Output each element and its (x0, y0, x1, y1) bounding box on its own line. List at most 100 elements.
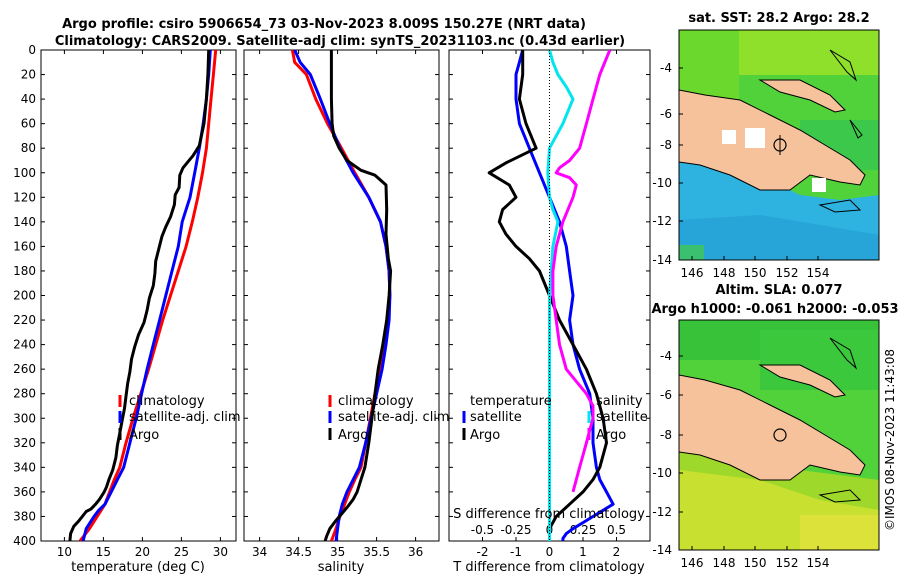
salinity-series-climatology (290, 50, 392, 541)
x-tick-label: 30 (213, 545, 228, 559)
legend-satellite-adj: satellite-adj. clim (338, 410, 450, 425)
watermark: ©IMOS 08-Nov-2023 11:43:08 (883, 349, 897, 531)
x-tick-label: 35.5 (363, 545, 390, 559)
y-tick-label: 160 (13, 239, 36, 253)
difference-series-t-satellite (514, 50, 615, 541)
y-tick-label: 40 (21, 92, 36, 106)
map-y-tick-label: -6 (660, 388, 672, 402)
y-tick-label: 220 (13, 313, 36, 327)
legend-climatology: climatology (338, 394, 414, 409)
x-tick-label: 15 (96, 545, 111, 559)
temperature-series-satellite-adj-clim (81, 50, 212, 541)
map-y-tick-label: -14 (652, 543, 672, 557)
y-tick-label: 300 (13, 411, 36, 425)
y-tick-label: 120 (13, 190, 36, 204)
y-tick-label: 20 (21, 68, 36, 82)
sla-map-title: Altim. SLA: 0.077 (716, 283, 843, 298)
map-y-tick-label: -6 (660, 107, 672, 121)
difference-series-s-argo (551, 50, 612, 493)
map-x-tick-label: 146 (681, 556, 704, 570)
legend-argo: Argo (338, 428, 368, 443)
tdiff-xlabel: T difference from climatology (452, 560, 645, 575)
map-y-tick-label: -10 (652, 176, 672, 190)
top-x-tick-label: 0.5 (607, 523, 626, 537)
salinity-series-argo (323, 50, 393, 541)
chart-title: Argo profile: csiro 5906654_73 03-Nov-20… (62, 17, 586, 32)
legend-s-argo: Argo (596, 428, 626, 443)
map-x-tick-label: 148 (713, 266, 736, 280)
x-tick-label: 1 (579, 545, 587, 559)
legend-climatology: climatology (129, 394, 205, 409)
x-tick-label: 25 (174, 545, 189, 559)
difference-legend: temperature satellite Argo salinity sate… (462, 394, 648, 443)
legend-satellite-adj: satellite-adj. clim (129, 410, 241, 425)
x-tick-label: 20 (135, 545, 150, 559)
x-tick-label: 0 (546, 545, 554, 559)
y-tick-label: 260 (13, 362, 36, 376)
map-x-tick-label: 146 (681, 266, 704, 280)
sdiff-xlabel: S difference from climatology (453, 507, 645, 522)
salinity-legend: climatology satellite-adj. clim Argo (328, 394, 450, 443)
x-tick-label: 34 (252, 545, 267, 559)
temperature-xlabel: temperature (deg C) (71, 560, 205, 575)
map-x-tick-label: 154 (807, 266, 830, 280)
salinity-series-satellite-adj-clim (293, 50, 392, 541)
map-x-tick-label: 152 (776, 556, 799, 570)
map-x-tick-label: 150 (744, 266, 767, 280)
chart-subtitle: Climatology: CARS2009. Satellite-adj cli… (55, 34, 625, 49)
sst-map-title: sat. SST: 28.2 Argo: 28.2 (688, 11, 869, 26)
y-tick-label: 360 (13, 485, 36, 499)
x-tick-label: 34.5 (285, 545, 312, 559)
salinity-axes (243, 49, 440, 542)
legend-salinity-title: salinity (596, 394, 643, 409)
y-tick-label: 100 (13, 166, 36, 180)
map-y-tick-label: -10 (652, 466, 672, 480)
y-tick-label: 380 (13, 509, 36, 523)
map-y-tick-label: -4 (660, 61, 672, 75)
map-y-tick-label: -12 (652, 505, 672, 519)
legend-t-argo: Argo (470, 428, 500, 443)
y-tick-label: 60 (21, 117, 36, 131)
y-tick-label: 180 (13, 264, 36, 278)
difference-series-t-argo (487, 50, 608, 530)
x-tick-label: 10 (57, 545, 72, 559)
y-tick-label: 80 (21, 141, 36, 155)
y-tick-label: 0 (28, 43, 36, 57)
sst-map (679, 30, 879, 260)
y-tick-label: 280 (13, 387, 36, 401)
sla-map-subtitle: Argo h1000: -0.061 h2000: -0.053 (651, 302, 898, 317)
x-tick-label: -2 (477, 545, 489, 559)
x-tick-label: 36 (408, 545, 423, 559)
map-y-tick-label: -4 (660, 349, 672, 363)
map-x-tick-label: 148 (713, 556, 736, 570)
y-tick-label: 340 (13, 460, 36, 474)
temperature-series-argo (68, 50, 211, 541)
temperature-series-climatology (78, 50, 218, 541)
temperature-legend: climatology satellite-adj. clim Argo (118, 394, 241, 443)
map-x-tick-label: 152 (776, 266, 799, 280)
map-y-tick-label: -8 (660, 138, 672, 152)
top-x-tick-label: -0.5 (471, 523, 494, 537)
map-x-tick-label: 150 (744, 556, 767, 570)
legend-argo: Argo (129, 428, 159, 443)
y-tick-label: 400 (13, 534, 36, 548)
map-y-tick-label: -14 (652, 253, 672, 267)
map-y-tick-label: -8 (660, 428, 672, 442)
temperature-axes (40, 49, 237, 542)
salinity-xlabel: salinity (318, 560, 365, 575)
map-x-tick-label: 154 (807, 556, 830, 570)
y-tick-label: 320 (13, 436, 36, 450)
legend-t-satellite: satellite (470, 410, 522, 425)
x-tick-label: 35 (330, 545, 345, 559)
map-y-tick-label: -12 (652, 214, 672, 228)
legend-s-satellite: satellite (596, 410, 648, 425)
sla-map (679, 320, 879, 550)
y-tick-label: 140 (13, 215, 36, 229)
x-tick-label: -1 (510, 545, 522, 559)
y-tick-label: 200 (13, 289, 36, 303)
legend-temperature-title: temperature (470, 394, 552, 409)
x-tick-label: 2 (613, 545, 621, 559)
y-tick-label: 240 (13, 338, 36, 352)
top-x-tick-label: -0.25 (500, 523, 531, 537)
